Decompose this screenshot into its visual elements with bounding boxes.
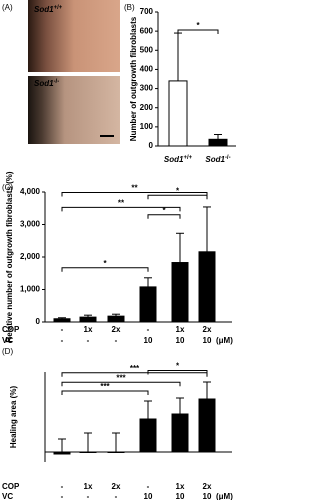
x-tick-label: - — [115, 336, 118, 345]
significance-label: *** — [130, 364, 140, 373]
x-tick-label: 2x — [203, 325, 212, 334]
x-tick-label: 10 — [176, 336, 185, 345]
bar — [171, 262, 189, 323]
bar — [79, 316, 97, 323]
bar — [198, 251, 216, 323]
row-label: COP — [2, 482, 20, 491]
x-tick-label: 1x — [176, 325, 185, 334]
significance-bracket — [177, 29, 219, 34]
significance-label: * — [176, 186, 180, 195]
y-tick-label: 4,000 — [20, 187, 41, 196]
figure: (A) (B)(C)(D)Sod1+/+Sod1-/-01002003004005… — [2, 0, 236, 500]
y-axis-label: Number of outgrowth fibroblasts — [129, 16, 138, 141]
y-tick-label: 2,000 — [20, 252, 41, 261]
genotype: -/- — [225, 155, 231, 161]
panel-label: (C) — [2, 183, 13, 192]
bar — [208, 138, 228, 147]
significance-bracket — [61, 381, 181, 387]
image-label: Sod1+/+ — [34, 5, 63, 15]
y-tick-label: 200 — [140, 103, 154, 112]
row-label: VC — [2, 492, 13, 500]
bar — [79, 451, 97, 453]
x-tick-label: 10 — [203, 492, 212, 500]
significance-label: ** — [131, 184, 138, 193]
significance-label: * — [176, 362, 180, 371]
significance-label: * — [162, 206, 166, 215]
genotype: +/+ — [183, 155, 192, 161]
x-tick-label: 2x — [112, 325, 121, 334]
x-tick-label: 10 — [203, 336, 212, 345]
x-tick-label: - — [87, 492, 90, 500]
significance-label: * — [196, 21, 200, 30]
significance-label: ** — [118, 198, 125, 207]
micrograph — [28, 76, 120, 144]
significance-bracket — [147, 214, 181, 219]
significance-bracket — [147, 194, 208, 200]
x-tick-label: - — [61, 482, 64, 491]
row-label: COP — [2, 325, 20, 334]
y-axis-label: Healing area (%) — [9, 386, 18, 449]
x-tick-label: - — [61, 336, 64, 345]
y-tick-label: 400 — [140, 65, 154, 74]
significance-label: *** — [100, 382, 110, 391]
significance-bracket — [61, 192, 208, 197]
y-tick-label: 600 — [140, 26, 154, 35]
x-tick-label: Sod1+/+ — [164, 155, 193, 165]
x-tick-label: 10 — [144, 336, 153, 345]
gene: Sod1 — [205, 155, 225, 164]
y-tick-label: 300 — [140, 84, 154, 93]
bar — [107, 315, 125, 323]
y-tick-label: 500 — [140, 45, 154, 54]
y-axis-label: Relative number of outgrowth fibroblasts… — [5, 171, 14, 342]
micrograph — [28, 0, 120, 72]
y-tick-label: 100 — [140, 122, 154, 131]
panel-label: (D) — [2, 347, 13, 356]
x-tick-label: Sod1-/- — [205, 155, 230, 165]
x-tick-label: 1x — [84, 325, 93, 334]
significance-bracket — [61, 372, 208, 377]
x-tick-label: - — [147, 482, 150, 491]
row-label: VC — [2, 336, 13, 345]
y-tick-label: 3,000 — [20, 220, 41, 229]
bar — [139, 418, 157, 453]
significance-label: *** — [116, 373, 126, 382]
bar — [139, 286, 157, 323]
unit-label: (μM) — [216, 336, 233, 345]
x-tick-label: 1x — [176, 482, 185, 491]
gene: Sod1 — [34, 79, 54, 88]
y-tick-label: 700 — [140, 7, 154, 16]
x-tick-label: 1x — [84, 482, 93, 491]
x-tick-label: 10 — [144, 492, 153, 500]
significance-bracket — [147, 370, 208, 375]
image-label: Sod1-/- — [34, 79, 59, 89]
significance-bracket — [61, 267, 149, 272]
x-tick-label: - — [147, 325, 150, 334]
bar — [171, 413, 189, 453]
x-tick-label: 2x — [203, 482, 212, 491]
genotype: +/+ — [54, 5, 63, 11]
x-tick-label: 10 — [176, 492, 185, 500]
y-tick-label: 0 — [149, 141, 154, 150]
bar — [53, 318, 71, 323]
panel-label: (A) — [2, 3, 13, 12]
genotype: -/- — [54, 79, 60, 85]
x-tick-label: - — [61, 325, 64, 334]
significance-label: * — [103, 259, 107, 268]
gene: Sod1 — [34, 5, 54, 14]
y-tick-label: 1,000 — [20, 285, 41, 294]
x-tick-label: - — [61, 492, 64, 500]
bar — [198, 398, 216, 453]
x-tick-label: - — [115, 492, 118, 500]
significance-bracket — [61, 390, 149, 395]
gene: Sod1 — [164, 155, 184, 164]
x-tick-label: 2x — [112, 482, 121, 491]
bar — [107, 451, 125, 453]
bar — [168, 80, 188, 147]
unit-label: (μM) — [216, 492, 233, 500]
panel-label: (B) — [124, 3, 135, 12]
x-tick-label: - — [87, 336, 90, 345]
y-tick-label: 0 — [36, 317, 41, 326]
significance-bracket — [61, 206, 181, 212]
